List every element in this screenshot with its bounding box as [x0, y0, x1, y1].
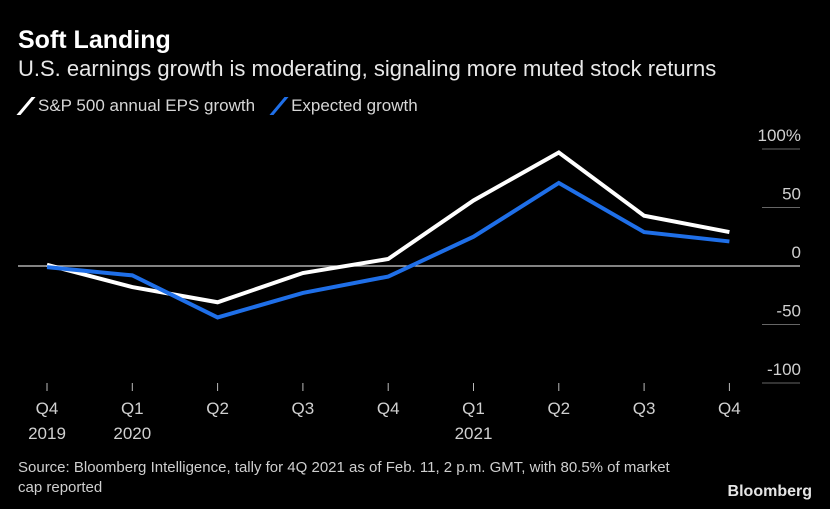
x-tick-label-quarter: Q2 — [547, 399, 570, 418]
source-note: Source: Bloomberg Intelligence, tally fo… — [18, 459, 670, 496]
legend-item-expected: Expected growth — [269, 96, 418, 116]
x-tick-label-quarter: Q3 — [292, 399, 315, 418]
x-tick-label-quarter: Q4 — [377, 399, 400, 418]
y-tick-label: 100% — [758, 126, 801, 145]
y-tick-label: 0 — [792, 243, 801, 262]
x-tick-label-year: 2019 — [28, 424, 66, 443]
legend: S&P 500 annual EPS growth Expected growt… — [16, 96, 434, 116]
x-tick-label-quarter: Q4 — [36, 399, 59, 418]
x-tick-label-quarter: Q3 — [633, 399, 656, 418]
y-tick-label: -50 — [776, 302, 801, 321]
bloomberg-logo: Bloomberg — [727, 483, 812, 500]
x-tick-label-year: 2021 — [455, 424, 493, 443]
x-tick-label-quarter: Q4 — [718, 399, 741, 418]
chart-title: Soft Landing — [18, 26, 171, 54]
y-tick-label: 50 — [782, 185, 801, 204]
legend-label-eps: S&P 500 annual EPS growth — [38, 96, 256, 115]
series-line-eps-growth — [46, 150, 730, 305]
x-tick-label-year: 2020 — [113, 424, 151, 443]
y-tick-label: -100 — [767, 360, 801, 379]
x-tick-label-quarter: Q2 — [206, 399, 229, 418]
chart-subtitle: U.S. earnings growth is moderating, sign… — [18, 56, 717, 81]
x-tick-label-quarter: Q1 — [121, 399, 144, 418]
x-tick-label-quarter: Q1 — [462, 399, 485, 418]
legend-label-expected: Expected growth — [291, 96, 418, 115]
legend-item-eps: S&P 500 annual EPS growth — [16, 96, 256, 116]
